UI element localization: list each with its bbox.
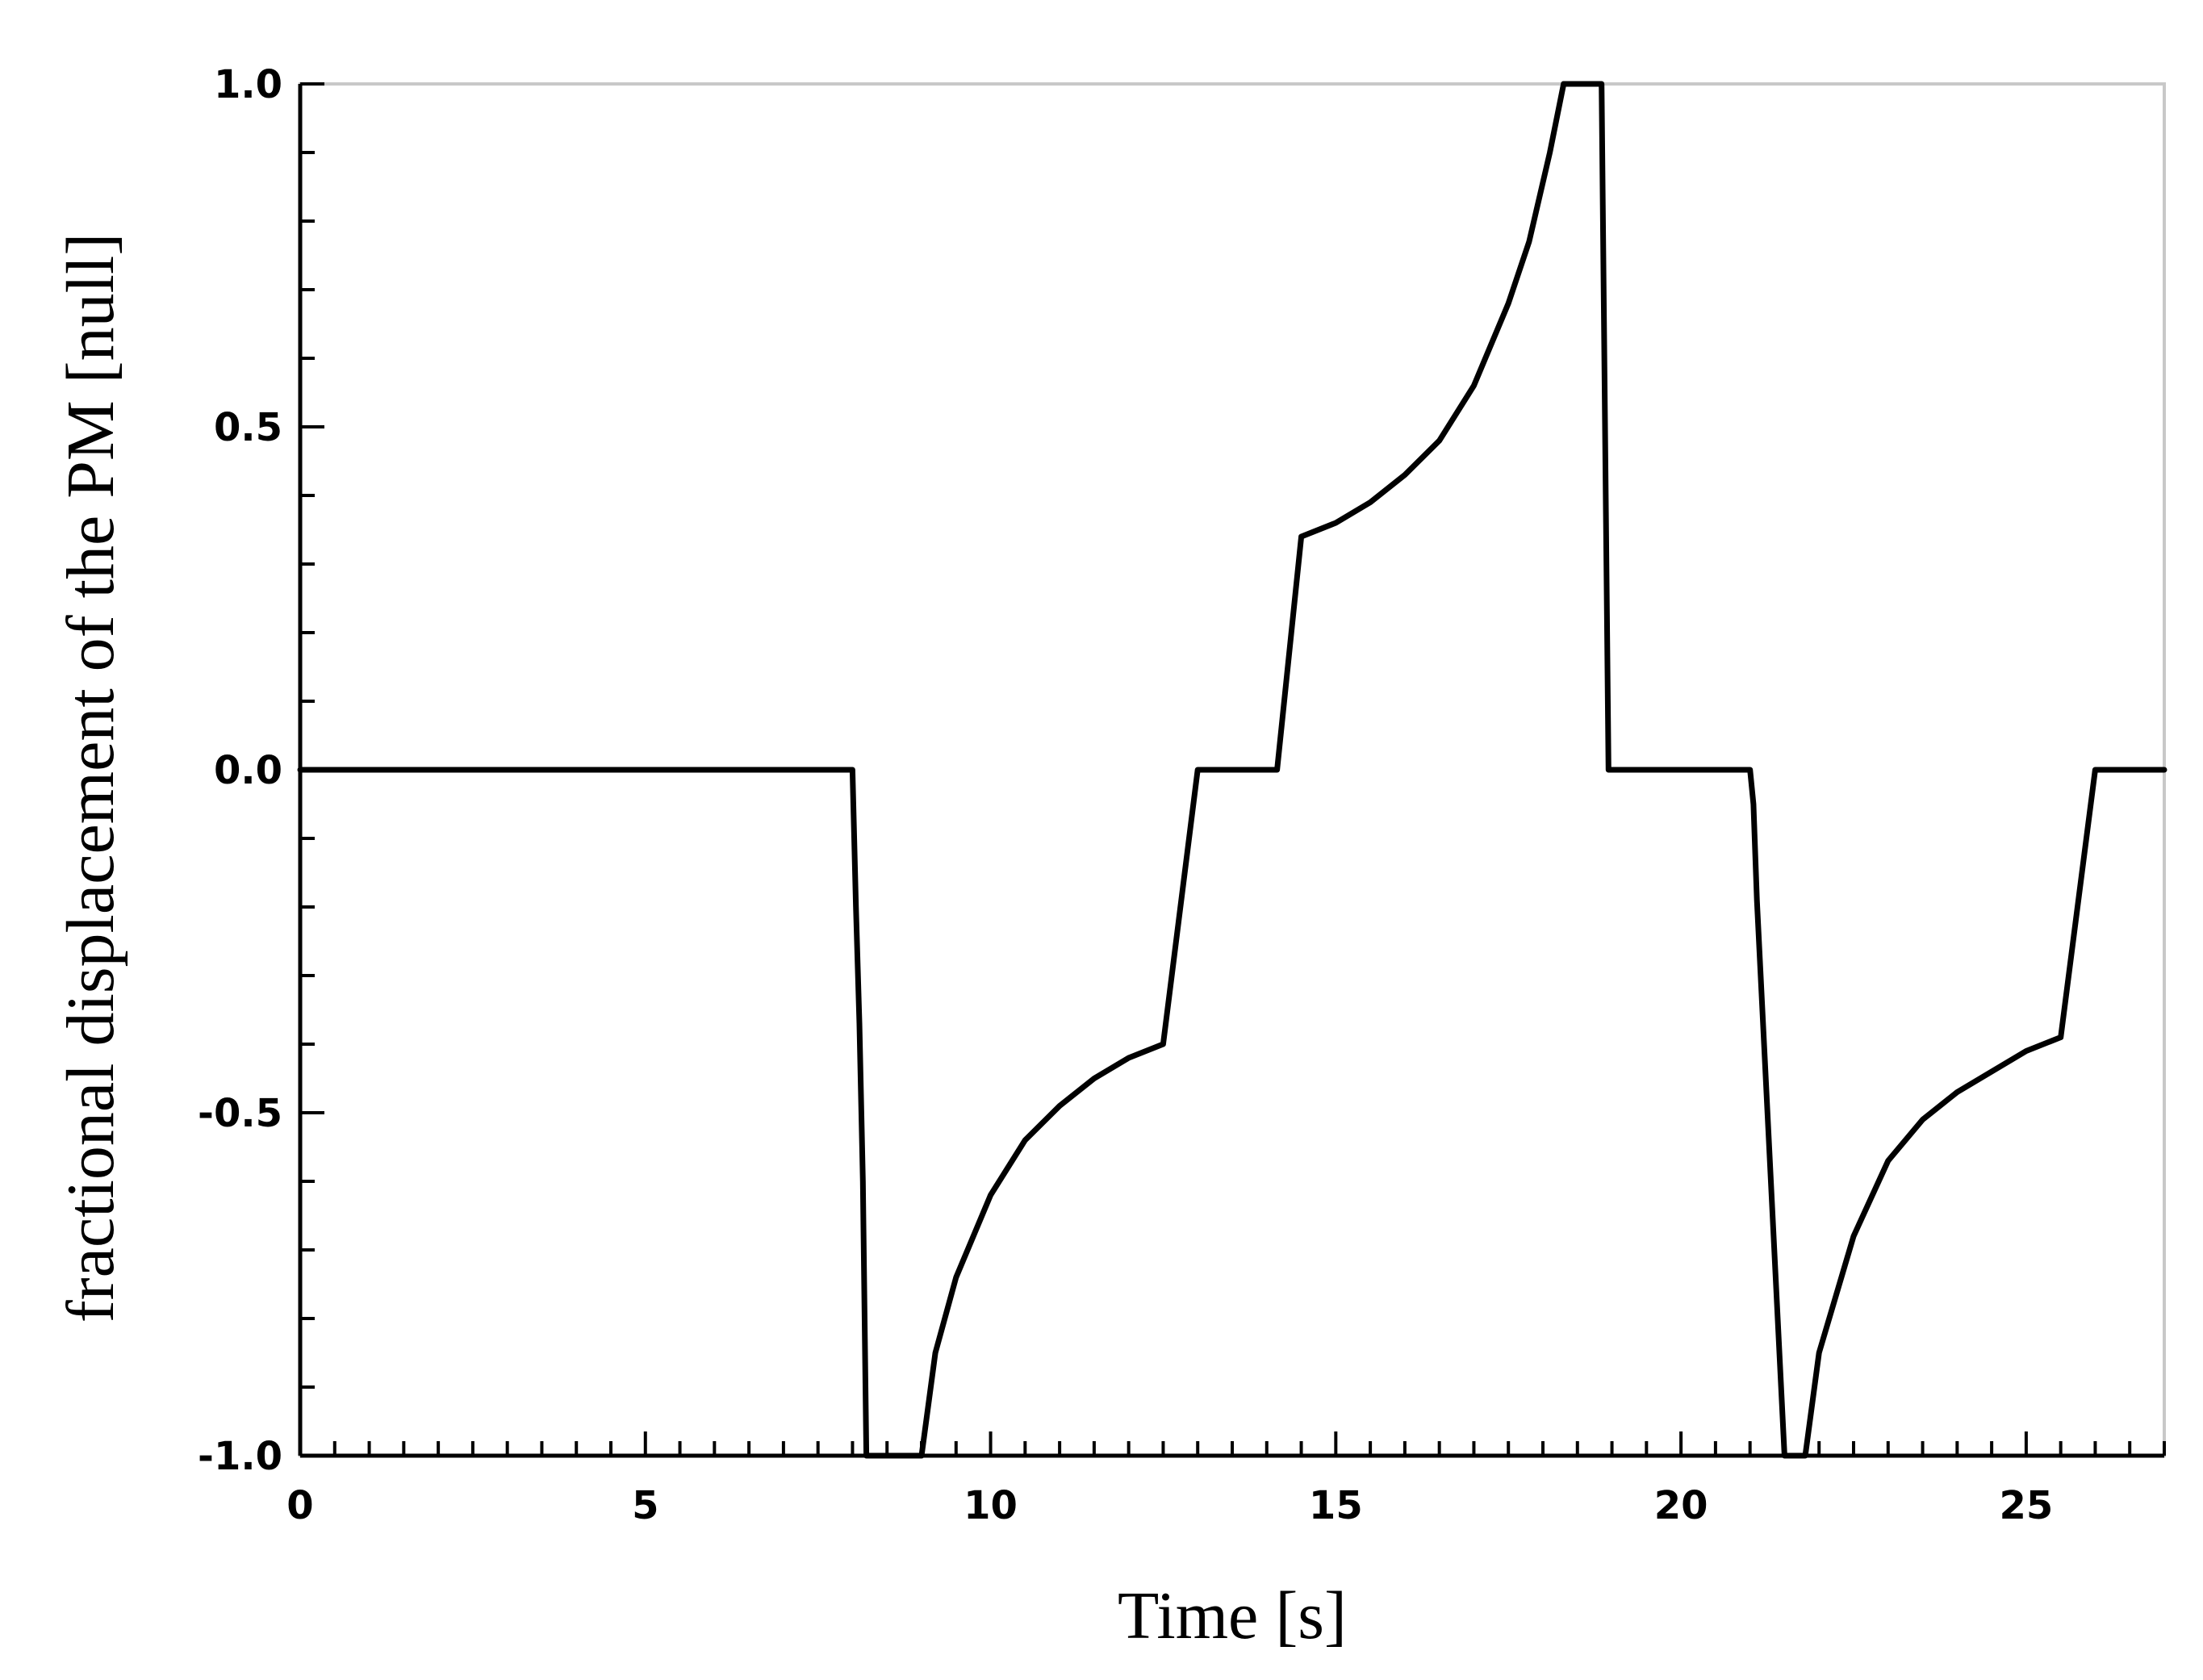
x-tick-label: 20 [1654, 1483, 1708, 1528]
x-tick-label: 25 [1999, 1483, 2053, 1528]
x-tick-label: 5 [632, 1483, 658, 1528]
y-tick-label: -1.0 [198, 1434, 282, 1479]
y-tick-label: 0.5 [214, 405, 282, 450]
series-line [297, 81, 2167, 1459]
x-axis-title: Time [s] [1118, 1578, 1347, 1653]
x-tick-label: 15 [1309, 1483, 1363, 1528]
y-tick-label: 0.0 [214, 748, 282, 793]
tick-labels: 0 5 10 15 20 25 -1.0 -0.5 0.0 0.5 1.0 [198, 62, 2053, 1528]
y-tick-label: 1.0 [214, 62, 282, 107]
y-tick-label: -0.5 [198, 1091, 282, 1136]
x-tick-label: 0 [286, 1483, 313, 1528]
x-tick-label: 10 [964, 1483, 1018, 1528]
y-axis-title: fractional displacement of the PM [null] [53, 233, 128, 1323]
ticks [299, 82, 2166, 1457]
